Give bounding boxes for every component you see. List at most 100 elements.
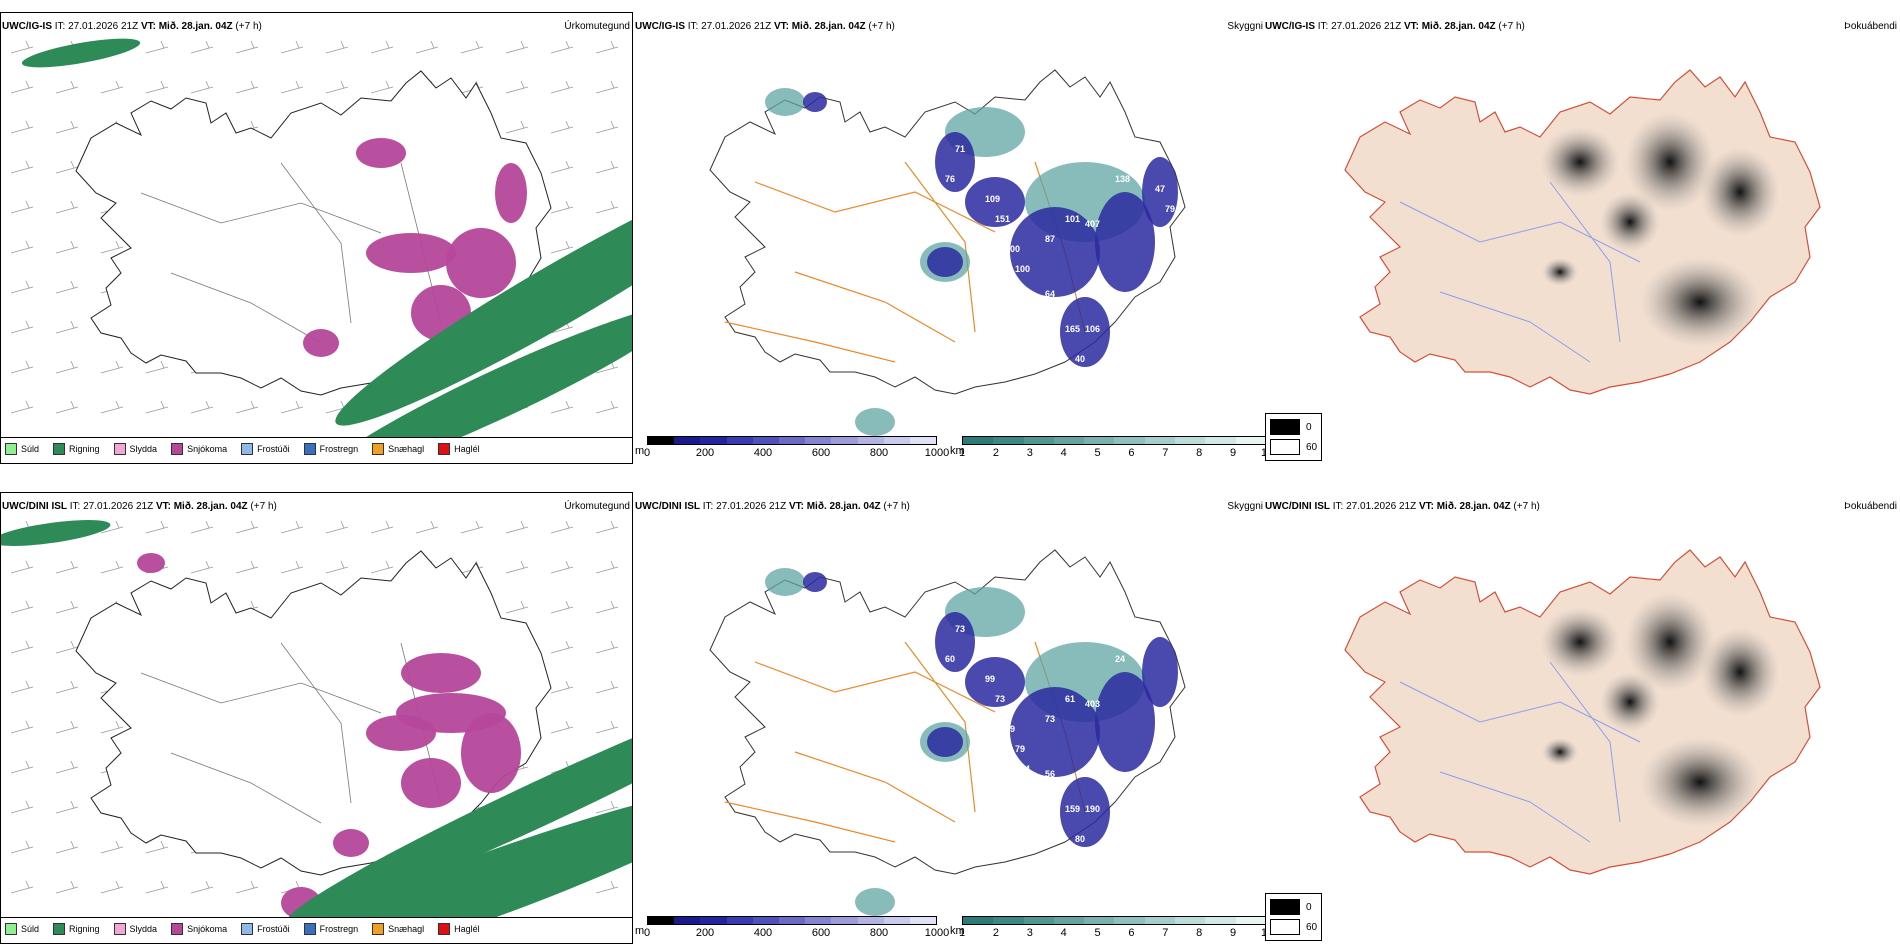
fog-area: [1625, 112, 1715, 212]
colorbar-unit: m: [635, 925, 645, 937]
precip-panel-row2: Súld Rigning Slydda Snjókoma Frostúði Frostre…: [0, 492, 633, 944]
road-line: [904, 641, 976, 813]
ceiling-value-label: 24: [1115, 654, 1125, 664]
legend-swatch: [171, 922, 184, 935]
ceiling-area: [927, 247, 963, 277]
wind-barb: [325, 80, 349, 94]
wind-barb: [55, 320, 79, 334]
ceiling-value-label: 99: [1005, 724, 1015, 734]
wind-barb: [145, 880, 169, 894]
wind-barb: [370, 560, 394, 574]
wind-barb: [100, 360, 124, 374]
legend-label: Súld: [21, 443, 40, 454]
wind-barb: [145, 840, 169, 854]
ceiling-value-label: 190: [1085, 804, 1100, 814]
wind-barb: [595, 80, 619, 94]
road-line: [754, 181, 996, 233]
colorbar-step: [805, 917, 832, 924]
colorbar-tick: 8: [1196, 927, 1203, 939]
legend-swatch: [113, 922, 126, 935]
wind-barb: [10, 600, 34, 614]
colorbar-tick: 2: [992, 927, 999, 939]
river-line: [1399, 681, 1641, 743]
ceiling-area: [803, 572, 827, 592]
ceiling-value-label: 64: [1045, 289, 1055, 299]
visibility-colorbar: km12345678910: [950, 916, 1273, 939]
wind-barb: [550, 400, 574, 414]
fog-area: [1640, 257, 1760, 347]
wind-barb: [190, 520, 214, 534]
colorbar-step: [1084, 917, 1115, 924]
fog-legend-row: 0: [1270, 417, 1317, 437]
colorbar-step: [993, 437, 1024, 444]
colorbar-ticks: 0 200 400 600 800 1000: [644, 447, 949, 459]
colorbar-tick: 1000: [924, 447, 950, 459]
cloud-panel-row1: 71 76 109 151 900 100 93 64 87 101 407 106 165 40 204 8…: [635, 12, 1265, 464]
legend-item: Rigning: [53, 922, 100, 935]
panel-header: UWC/IG-IS IT: 27.01.2026 21Z VT: Mið. 28…: [1265, 21, 1897, 32]
legend-label: Frostregn: [319, 443, 359, 454]
wind-barb: [595, 160, 619, 174]
legend-label: Snæhagl: [388, 443, 425, 454]
panel-header: UWC/IG-IS IT: 27.01.2026 21Z VT: Mið. 28…: [2, 21, 630, 32]
colorbar-step: [831, 917, 858, 924]
wind-barb: [10, 840, 34, 854]
legend-item: Slydda: [113, 442, 157, 455]
colorbar-tick: 4: [1060, 927, 1067, 939]
colorbar-tick: 2: [992, 447, 999, 459]
fog-map: [1344, 69, 1821, 395]
ceiling-area: [1095, 192, 1155, 292]
wind-barb: [100, 840, 124, 854]
ceiling-value-label: 87: [1045, 234, 1055, 244]
road-line: [140, 192, 382, 234]
legend-swatch: [372, 922, 385, 935]
legend-swatch: [438, 442, 451, 455]
legend-label: Haglél: [454, 923, 480, 934]
colorbar-tick: 6: [1128, 927, 1135, 939]
ceiling-visibility-map: 71 76 109 151 900 100 93 64 87 101 407 106 165 40 204 8…: [709, 69, 1186, 436]
ceiling-area: [1010, 207, 1100, 297]
fog-area: [1625, 592, 1715, 692]
ceiling-value-label: 138: [1115, 174, 1130, 184]
colorbar-step: [909, 917, 937, 924]
wind-barb: [550, 40, 574, 54]
ceiling-value-label: 80: [1075, 834, 1085, 844]
fog-legend: 0 60: [1265, 893, 1323, 941]
road-line: [724, 801, 896, 843]
wind-barb: [505, 80, 529, 94]
colorbar-step: [1205, 917, 1236, 924]
wind-barb: [55, 120, 79, 134]
river-line: [1439, 771, 1591, 843]
legend-label: Slydda: [129, 923, 158, 934]
fog-panel-row2: [1265, 492, 1900, 944]
legend-swatch: [53, 442, 66, 455]
wind-barb: [10, 880, 34, 894]
colorbar-step: [963, 437, 994, 444]
legend-swatch: [171, 442, 184, 455]
colorbar-track: [647, 436, 937, 445]
fog-legend-label: 60: [1306, 921, 1318, 933]
wind-barb: [100, 520, 124, 534]
colorbar-tick: 600: [811, 927, 831, 939]
road-line: [280, 642, 352, 804]
legend-swatch: [303, 922, 316, 935]
ceiling-value-label: 99: [985, 674, 995, 684]
colorbar-tick: 7: [1162, 927, 1169, 939]
wind-barb: [100, 80, 124, 94]
wind-barb: [10, 800, 34, 814]
colorbar-step: [648, 917, 675, 924]
legend-item: Súld: [5, 922, 39, 935]
road-line: [170, 752, 322, 824]
colorbar-step: [831, 437, 858, 444]
visibility-area: [765, 88, 805, 116]
wind-barb: [10, 640, 34, 654]
panel-header: UWC/DINI ISL IT: 27.01.2026 21Z VT: Mið.…: [1265, 501, 1897, 512]
legend-swatch: [53, 922, 66, 935]
legend-item: Frostregn: [303, 922, 358, 935]
colorbar-step: [1175, 437, 1206, 444]
wind-barb: [325, 40, 349, 54]
wind-barb: [280, 560, 304, 574]
ceiling-value-label: 100: [1015, 264, 1030, 274]
wind-barb: [460, 520, 484, 534]
